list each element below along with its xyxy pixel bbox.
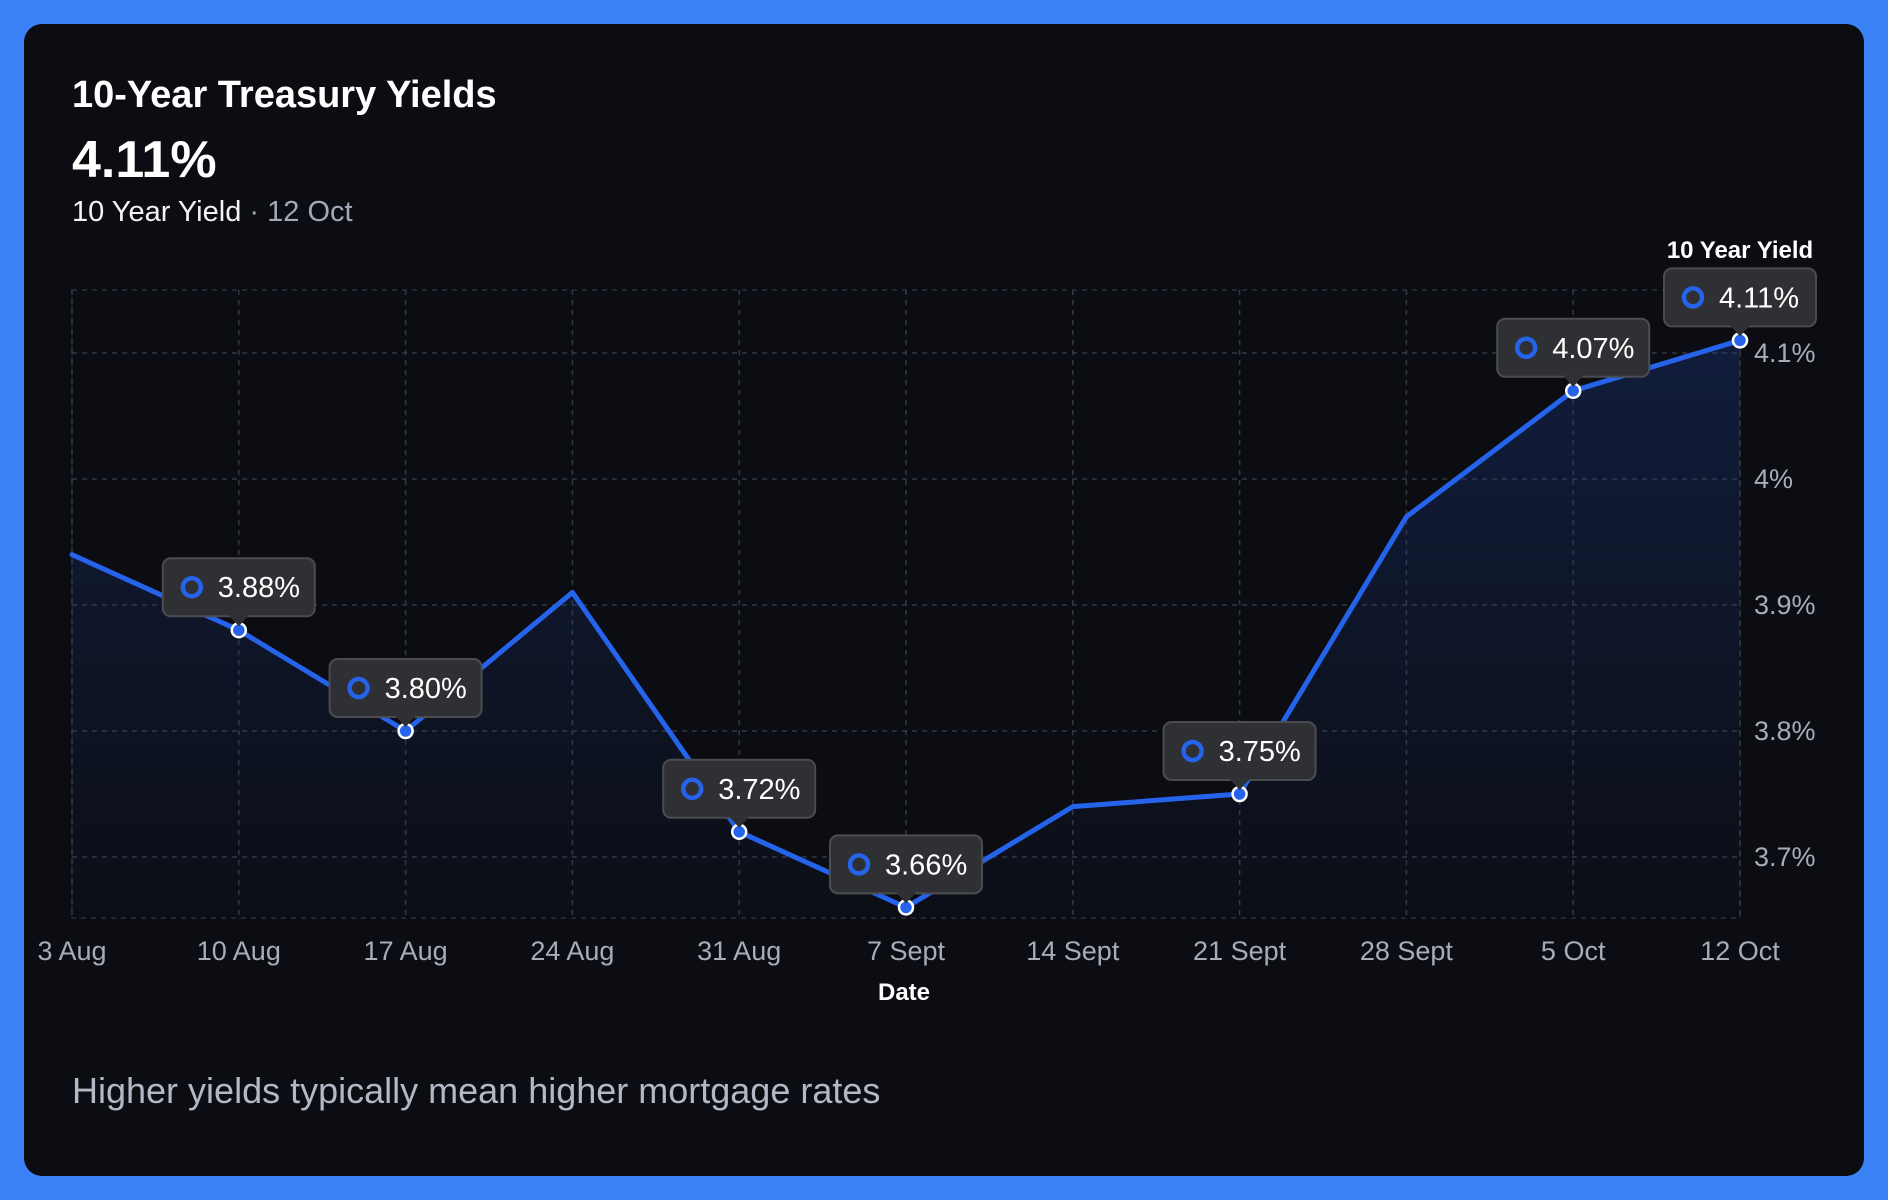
x-tick-label: 10 Aug: [197, 936, 281, 966]
data-label-text: 3.80%: [385, 673, 467, 705]
chart-title: 10-Year Treasury Yields: [72, 74, 497, 116]
data-label-text: 4.07%: [1552, 333, 1634, 365]
x-tick-label: 17 Aug: [364, 936, 448, 966]
data-label-text: 4.11%: [1719, 282, 1799, 314]
legend-series-name: 10 Year Yield: [1667, 237, 1813, 264]
y-axis-tick-labels: 3.7% 3.8% 3.9% 4% 4.1%: [1754, 338, 1816, 872]
subtitle-date: 12 Oct: [267, 196, 353, 228]
data-label: 4.11%: [1663, 267, 1817, 337]
data-label-pointer: [1229, 779, 1250, 790]
data-label-pointer: [1563, 375, 1584, 387]
x-tick-label: 21 Sept: [1193, 936, 1287, 966]
chart-subtitle: 10 Year Yield · 12 Oct: [72, 196, 353, 229]
x-tick-label: 31 Aug: [697, 936, 781, 966]
current-yield-value: 4.11%: [72, 131, 217, 189]
x-tick-label: 12 Oct: [1700, 936, 1780, 966]
subtitle-series-name: 10 Year Yield: [72, 196, 242, 228]
data-label-marker-icon: [847, 853, 871, 876]
data-label: 3.66%: [829, 834, 983, 904]
y-tick-label: 4%: [1754, 464, 1793, 494]
data-label-marker-icon: [680, 777, 704, 801]
data-label-text: 3.88%: [218, 572, 300, 604]
y-tick-label: 4.1%: [1754, 338, 1816, 368]
data-label-text: 3.66%: [885, 849, 967, 881]
x-tick-label: 5 Oct: [1541, 936, 1606, 966]
data-label: 4.07%: [1496, 317, 1651, 387]
data-label: 3.88%: [161, 557, 316, 627]
data-label-marker-icon: [1681, 286, 1705, 309]
data-label-marker-icon: [1514, 336, 1538, 360]
data-label-text: 3.72%: [718, 774, 800, 806]
footer-note: Higher yields typically mean higher mort…: [72, 1070, 881, 1111]
line-chart: 3 Aug 10 Aug 17 Aug 24 Aug 31 Aug 7 Sept 14 Se…: [37, 237, 1817, 1006]
x-axis-title: Date: [878, 979, 930, 1006]
x-tick-label: 14 Sept: [1026, 936, 1120, 966]
x-axis-tick-labels: 3 Aug 10 Aug 17 Aug 24 Aug 31 Aug 7 Sept 14 Se…: [37, 936, 1780, 966]
data-label-marker-icon: [347, 676, 370, 700]
data-label: 3.80%: [328, 658, 483, 727]
data-label: 3.75%: [1162, 721, 1317, 790]
y-tick-label: 3.9%: [1754, 590, 1816, 620]
y-tick-label: 3.7%: [1754, 842, 1816, 872]
x-tick-label: 3 Aug: [37, 936, 106, 966]
chart-card: 10-Year Treasury Yields 4.11% 10 Year Yi…: [24, 24, 1864, 1176]
x-tick-label: 7 Sept: [867, 936, 946, 966]
x-tick-label: 28 Sept: [1360, 936, 1454, 966]
data-label-text: 3.75%: [1219, 736, 1301, 768]
data-label: 3.72%: [662, 758, 817, 828]
data-label-pointer: [228, 615, 249, 627]
data-label-marker-icon: [1181, 739, 1204, 763]
data-label-marker-icon: [180, 575, 204, 599]
data-label-pointer: [1730, 325, 1750, 337]
y-tick-label: 3.8%: [1754, 716, 1816, 746]
data-label-pointer: [395, 716, 416, 727]
subtitle-separator: ·: [249, 196, 260, 228]
x-tick-label: 24 Aug: [530, 936, 614, 966]
series-area-fill: [72, 340, 1740, 918]
data-labels: 3.88% 3.80% 3.72% 3.66% 3.75% 4.07% 4.11%: [161, 267, 1817, 904]
data-label-pointer: [729, 816, 750, 828]
data-label-pointer: [896, 892, 916, 904]
